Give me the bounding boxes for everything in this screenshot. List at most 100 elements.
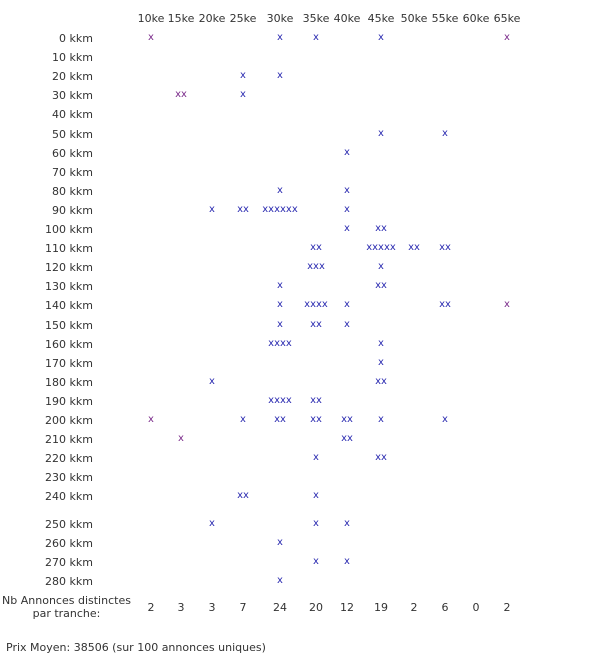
count-mark: xx [439, 299, 451, 311]
column-count-20ke: 3 [208, 601, 216, 614]
count-mark: x [344, 223, 350, 234]
count-mark: xx [439, 242, 451, 254]
count-mark: x [442, 127, 448, 139]
row-header-230-kkm: 230 kkm [45, 471, 93, 485]
column-header-10ke: 10ke [137, 12, 165, 25]
count-mark: x [277, 318, 283, 330]
column-count-25ke: 7 [239, 601, 247, 614]
count-mark: xx [237, 490, 249, 502]
row-header-170-kkm: 170 kkm [45, 356, 93, 370]
row-header-190-kkm: 190 kkm [45, 394, 93, 408]
count-mark: x [178, 433, 184, 445]
column-count-65ke: 2 [503, 601, 511, 614]
row-header-160-kkm: 160 kkm [45, 337, 93, 351]
count-mark: x [313, 452, 319, 464]
row-header-260-kkm: 260 kkm [45, 536, 93, 550]
column-header-40ke: 40ke [333, 12, 361, 25]
count-mark: x [378, 337, 384, 349]
column-count-10ke: 2 [147, 601, 155, 614]
count-mark: x [277, 70, 283, 82]
column-header-30ke: 30ke [266, 12, 294, 25]
count-mark: x [378, 356, 384, 368]
count-mark: x [277, 299, 283, 311]
count-mark: x [378, 261, 384, 273]
column-header-35ke: 35ke [302, 12, 330, 25]
count-mark: xx [408, 242, 420, 254]
row-header-30-kkm: 30 kkm [52, 89, 93, 103]
count-mark: xx [375, 223, 387, 234]
count-mark: x [344, 299, 350, 311]
row-header-180-kkm: 180 kkm [45, 375, 93, 389]
count-mark: xxx [307, 261, 325, 273]
count-mark: x [344, 203, 350, 215]
count-mark: x [344, 184, 350, 196]
count-mark: x [378, 414, 384, 425]
count-mark: xxxx [268, 394, 292, 406]
count-mark: x [313, 555, 319, 567]
column-count-45ke: 19 [374, 601, 388, 614]
count-mark: x [313, 517, 319, 529]
count-mark: x [148, 414, 154, 425]
count-mark: xx [274, 414, 286, 425]
count-mark: x [209, 375, 215, 387]
column-count-35ke: 20 [309, 601, 323, 614]
row-header-20-kkm: 20 kkm [52, 70, 93, 84]
count-mark: x [240, 414, 246, 425]
row-header-250-kkm: 250 kkm [45, 517, 93, 531]
count-mark: x [277, 32, 283, 43]
count-mark: xxxxx [366, 242, 396, 254]
row-header-80-kkm: 80 kkm [52, 184, 93, 198]
count-mark: x [148, 32, 154, 43]
counts-label: Nb Annonces distinctes par tranche: [2, 594, 131, 620]
count-mark: x [313, 32, 319, 43]
count-mark: x [344, 517, 350, 529]
row-header-220-kkm: 220 kkm [45, 452, 93, 466]
count-mark: xx [310, 318, 322, 330]
column-count-30ke: 24 [273, 601, 287, 614]
count-mark: x [240, 89, 246, 101]
count-mark: xxxx [268, 337, 292, 349]
column-header-55ke: 55ke [431, 12, 459, 25]
count-mark: xx [175, 89, 187, 101]
row-header-200-kkm: 200 kkm [45, 414, 93, 427]
count-mark: x [442, 414, 448, 425]
row-header-280-kkm: 280 kkm [45, 574, 93, 588]
row-header-10-kkm: 10 kkm [52, 51, 93, 65]
count-mark: x [504, 32, 510, 43]
column-count-40ke: 12 [340, 601, 354, 614]
count-mark: xx [310, 242, 322, 254]
column-count-15ke: 3 [177, 601, 185, 614]
count-mark: x [344, 318, 350, 330]
row-header-150-kkm: 150 kkm [45, 318, 93, 332]
count-mark: x [240, 70, 246, 82]
count-mark: x [277, 574, 283, 586]
count-mark: x [504, 299, 510, 311]
price-mileage-grid: 10ke 15ke 20ke 25ke 30ke 35ke 40ke 45ke 50ke 55ke… [45, 12, 521, 614]
column-header-65ke: 65ke [493, 12, 521, 25]
count-mark: x [344, 555, 350, 567]
column-count-55ke: 6 [441, 601, 449, 614]
column-header-50ke: 50ke [400, 12, 428, 25]
row-header-240-kkm: 240 kkm [45, 490, 93, 504]
count-mark: x [344, 146, 350, 158]
row-header-120-kkm: 120 kkm [45, 261, 93, 275]
column-count-50ke: 2 [410, 601, 418, 614]
count-mark: x [277, 280, 283, 292]
column-header-15ke: 15ke [167, 12, 195, 25]
column-header-45ke: 45ke [367, 12, 395, 25]
average-price-summary: Prix Moyen: 38506 (sur 100 annonces uniq… [6, 641, 266, 654]
count-mark: xx [341, 433, 353, 445]
count-mark: xx [375, 452, 387, 464]
count-mark: x [277, 536, 283, 548]
row-header-90-kkm: 90 kkm [52, 203, 93, 217]
column-header-20ke: 20ke [198, 12, 226, 25]
count-mark: xx [341, 414, 353, 425]
count-mark: x [277, 184, 283, 196]
row-header-0-kkm: 0 kkm [59, 32, 93, 45]
count-mark: xxxxxx [262, 203, 298, 215]
count-mark: xxxx [304, 299, 328, 311]
count-mark: xx [237, 203, 249, 215]
row-header-60-kkm: 60 kkm [52, 146, 93, 160]
count-mark: x [209, 517, 215, 529]
count-mark: x [209, 203, 215, 215]
